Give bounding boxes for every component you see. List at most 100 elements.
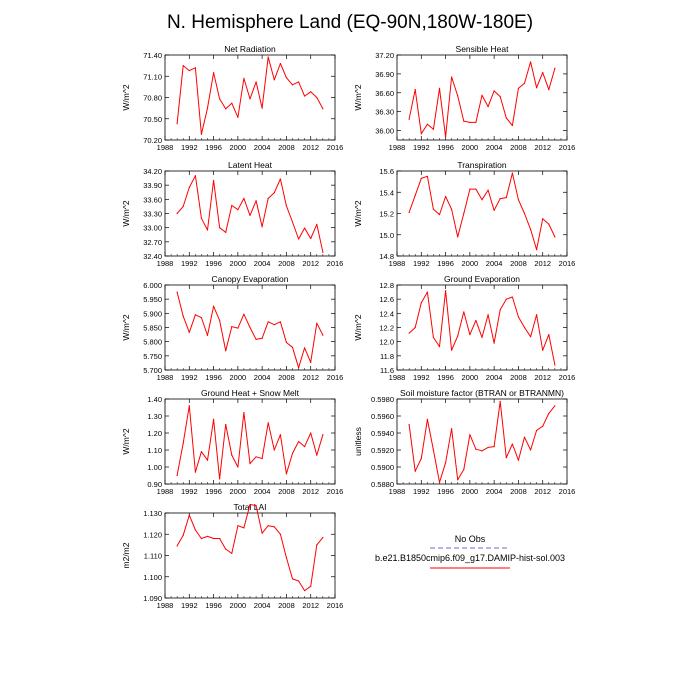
y-tick-label: 11.6: [380, 366, 394, 375]
data-point: [554, 236, 556, 238]
x-tick-label: 2016: [559, 143, 576, 152]
x-tick-label: 2008: [510, 143, 527, 152]
y-tick-label: 1.20: [147, 429, 162, 438]
data-point: [297, 440, 300, 443]
data-point: [249, 503, 251, 506]
series-line: [408, 290, 556, 366]
x-tick-label: 1996: [205, 487, 222, 496]
data-point: [297, 238, 300, 240]
data-point: [505, 457, 507, 459]
data-point: [529, 449, 532, 451]
data-point: [499, 400, 501, 403]
data-point: [511, 124, 513, 127]
plot-frame: [164, 170, 336, 257]
data-point: [200, 316, 203, 319]
data-point: [316, 223, 318, 225]
data-point: [316, 544, 318, 546]
data-point: [536, 249, 538, 251]
x-tick-label: 1996: [205, 143, 222, 152]
data-point: [297, 367, 300, 369]
data-point: [206, 535, 209, 537]
panel-title: Canopy Evaporation: [211, 274, 288, 284]
series-line: [408, 61, 556, 138]
data-point: [420, 457, 422, 460]
data-point: [182, 65, 184, 67]
data-point: [243, 77, 245, 79]
panel-total-lai: Total LAI 1988 1992 1996 2000 2004 2008 2012 201…: [121, 502, 343, 610]
panel-title: Net Radiation: [224, 44, 276, 54]
data-point: [451, 208, 453, 210]
data-point: [261, 457, 263, 460]
data-point: [463, 311, 465, 313]
data-point: [426, 175, 428, 177]
x-tick-label: 1996: [205, 601, 222, 610]
data-point: [444, 290, 447, 292]
data-point: [432, 128, 435, 130]
data-point: [261, 107, 263, 109]
panel-transpiration: Transpiration 1988 1992 1996 2000 2004 2008 201…: [353, 160, 575, 268]
y-tick-label: 71.40: [143, 51, 162, 60]
x-tick-label: 2016: [559, 373, 576, 382]
y-tick-label: 0.90: [147, 480, 162, 489]
x-tick-label: 2008: [278, 601, 295, 610]
y-tick-label: 70.20: [143, 136, 162, 145]
data-point: [182, 442, 184, 444]
y-tick-label: 6.000: [143, 281, 162, 290]
x-tick-label: 2016: [559, 259, 576, 268]
series-line: [176, 504, 324, 592]
x-tick-label: 1988: [157, 259, 174, 268]
data-point: [316, 322, 318, 324]
panel-soil-moisture-factor-btran-or-btranmn: Soil moisture factor (BTRAN or BTRANMN) 1…: [353, 388, 575, 496]
x-tick-label: 2008: [510, 259, 527, 268]
data-point: [536, 429, 538, 432]
data-point: [304, 227, 306, 229]
data-point: [188, 69, 190, 72]
panel-title: Sensible Heat: [456, 44, 510, 54]
data-point: [255, 456, 257, 458]
y-tick-label: 0.5900: [371, 463, 394, 472]
data-point: [249, 463, 251, 465]
data-point: [212, 418, 215, 420]
x-tick-label: 2008: [278, 487, 295, 496]
data-point: [225, 423, 227, 426]
data-point: [304, 347, 306, 349]
figure-title: N. Hemisphere Land (EQ-90N,180W-180E): [167, 12, 533, 33]
data-point: [212, 179, 215, 182]
data-point: [188, 405, 190, 407]
data-point: [219, 227, 221, 229]
x-tick-label: 1992: [181, 259, 198, 268]
x-tick-label: 2016: [327, 259, 344, 268]
data-point: [243, 313, 245, 315]
data-point: [408, 211, 410, 214]
data-point: [237, 327, 239, 329]
series-line: [176, 291, 324, 369]
data-point: [176, 291, 178, 293]
data-point: [188, 514, 190, 516]
data-point: [414, 194, 416, 197]
plot-frame: [396, 398, 568, 485]
data-point: [438, 87, 441, 89]
data-point: [219, 537, 221, 540]
x-tick-label: 2004: [254, 259, 271, 268]
x-tick-label: 2012: [302, 373, 319, 382]
y-tick-label: 1.090: [143, 594, 162, 603]
x-tick-label: 2004: [486, 487, 503, 496]
data-point: [243, 197, 245, 199]
y-tick-label: 0.5940: [371, 429, 394, 438]
x-tick-label: 2008: [510, 487, 527, 496]
x-tick-label: 1992: [181, 487, 198, 496]
data-point: [261, 226, 263, 228]
x-tick-label: 1996: [205, 259, 222, 268]
data-point: [505, 196, 507, 199]
data-point: [200, 451, 203, 453]
x-tick-label: 1988: [389, 487, 406, 496]
panel-sensible-heat: Sensible Heat 1988 1992 1996 2000 2004 2008 201…: [353, 44, 575, 152]
data-point: [438, 346, 441, 348]
data-point: [231, 552, 233, 554]
data-point: [182, 315, 184, 317]
x-tick-label: 1996: [437, 143, 454, 152]
data-point: [548, 333, 550, 336]
data-point: [469, 188, 471, 190]
data-point: [481, 450, 483, 452]
data-point: [554, 405, 556, 407]
